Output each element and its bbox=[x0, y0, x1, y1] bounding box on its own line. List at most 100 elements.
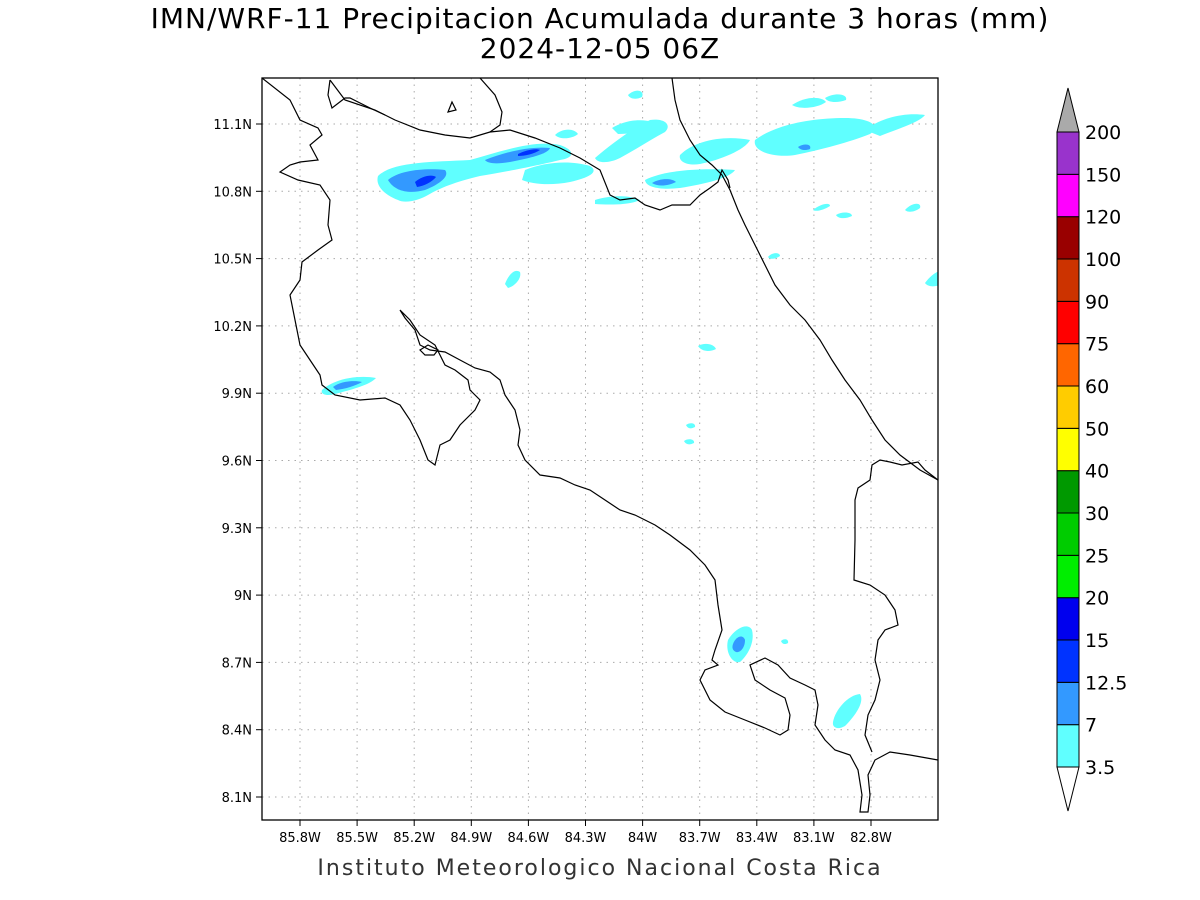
caribbean-coastline bbox=[671, 78, 938, 481]
precip-max-north-east bbox=[518, 149, 540, 156]
precip-area-north-central bbox=[595, 119, 668, 163]
precip-core-nicoya bbox=[333, 381, 362, 390]
graticule-grid bbox=[262, 78, 938, 820]
colorbar-label: 15 bbox=[1085, 630, 1109, 652]
precip-area-inland-3 bbox=[768, 253, 780, 259]
coastline-borders bbox=[262, 78, 938, 813]
precip-area-inland-2 bbox=[698, 343, 716, 351]
lon-tick-label: 85.2W bbox=[393, 831, 435, 846]
chart-subtitle-datetime: 2024-12-05 06Z bbox=[479, 32, 721, 65]
colorbar-label: 60 bbox=[1085, 376, 1109, 398]
colorbar-segment bbox=[1056, 512, 1080, 556]
colorbar-label: 30 bbox=[1085, 503, 1109, 525]
precip-core-northeast bbox=[652, 179, 676, 186]
precip-area-northeast-9 bbox=[905, 203, 921, 212]
plot-frame bbox=[261, 77, 939, 821]
border-nicaragua-costa-rica bbox=[329, 79, 731, 211]
nicaragua-north-shore bbox=[479, 78, 503, 133]
colorbar-under-triangle bbox=[1056, 766, 1080, 812]
colorbar-segment bbox=[1056, 258, 1080, 302]
lon-tick-label: 85.5W bbox=[336, 831, 378, 846]
island-chira bbox=[419, 344, 439, 356]
precip-area-northeast-5 bbox=[825, 94, 847, 103]
precip-area-east-edge bbox=[925, 271, 938, 287]
colorbar-segment bbox=[1056, 724, 1080, 768]
lat-tick-label: 8.7N bbox=[222, 656, 252, 671]
colorbar-segment bbox=[1056, 681, 1080, 726]
colorbar-segment bbox=[1056, 427, 1080, 472]
colorbar-segment bbox=[1056, 173, 1080, 218]
lon-tick-label: 83.4W bbox=[736, 831, 778, 846]
lat-tick-label: 11.1N bbox=[213, 118, 252, 133]
colorbar-segment bbox=[1056, 554, 1080, 599]
island-north bbox=[447, 100, 457, 113]
colorbar-segment bbox=[1056, 385, 1080, 429]
colorbar-label: 150 bbox=[1085, 164, 1121, 186]
colorbar-label: 120 bbox=[1085, 207, 1121, 229]
colorbar-label: 90 bbox=[1085, 291, 1109, 313]
precip-area-north-central2 bbox=[612, 120, 655, 134]
footer-credit: Instituto Meteorologico Nacional Costa R… bbox=[317, 856, 883, 881]
precip-area-northeast-7 bbox=[595, 196, 640, 205]
precip-area-northeast-4 bbox=[792, 97, 826, 108]
precip-area-northeast-3 bbox=[754, 118, 875, 156]
precip-core-osa bbox=[732, 636, 745, 653]
precip-area-top-small bbox=[628, 90, 643, 99]
lon-tick-label: 83.7W bbox=[679, 831, 721, 846]
colorbar-label: 200 bbox=[1085, 122, 1121, 144]
lon-tick-label: 85.8W bbox=[279, 831, 321, 846]
precip-area-inland-4 bbox=[684, 439, 695, 445]
lon-tick-label: 82.8W bbox=[850, 831, 892, 846]
precip-area-northeast-1 bbox=[679, 138, 750, 165]
colorbar-label: 50 bbox=[1085, 418, 1109, 440]
precip-area-northeast-8 bbox=[836, 212, 852, 219]
colorbar-label: 25 bbox=[1085, 545, 1109, 567]
colorbar-segment bbox=[1056, 639, 1080, 683]
colorbar-segment bbox=[1056, 470, 1080, 514]
precipitation-layer bbox=[321, 90, 938, 729]
lat-tick-label: 8.1N bbox=[222, 791, 252, 806]
lat-tick-label: 9.9N bbox=[222, 387, 252, 402]
pacific-coastline bbox=[262, 78, 938, 813]
lon-tick-label: 84.9W bbox=[450, 831, 492, 846]
colorbar: 3.5 7 12.5 15 20 25 30 40 50 60 75 90 100 120 150 200 bbox=[1056, 87, 1127, 812]
lat-tick-label: 10.8N bbox=[213, 185, 252, 200]
nicaragua-lake-shore bbox=[327, 79, 386, 116]
precip-area-southeast bbox=[832, 694, 862, 729]
colorbar-segment bbox=[1056, 131, 1080, 175]
precip-area-north-band-east bbox=[522, 162, 594, 185]
colorbar-label: 20 bbox=[1085, 588, 1109, 610]
lat-tick-label: 9.6N bbox=[222, 455, 252, 470]
lon-tick-label: 84W bbox=[628, 831, 658, 846]
colorbar-segment bbox=[1056, 216, 1080, 260]
precip-core-northeast-2 bbox=[798, 144, 811, 151]
precip-area-inland-5 bbox=[686, 423, 696, 429]
colorbar-over-triangle bbox=[1056, 87, 1080, 133]
colorbar-label: 12.5 bbox=[1085, 672, 1127, 694]
lon-tick-label: 83.1W bbox=[793, 831, 835, 846]
colorbar-label: 3.5 bbox=[1085, 757, 1115, 779]
precip-area-south-small bbox=[781, 639, 789, 645]
lat-tick-label: 10.2N bbox=[213, 320, 252, 335]
lat-tick-label: 9N bbox=[234, 589, 252, 604]
border-costa-rica-panama bbox=[853, 459, 938, 753]
lon-tick-label: 84.6W bbox=[507, 831, 549, 846]
precip-area-northeast-10 bbox=[813, 203, 830, 211]
precip-area-north-small bbox=[555, 129, 578, 139]
longitude-tick-labels: 85.8W 85.5W 85.2W 84.9W 84.6W 84.3W 84W 83.7W 83… bbox=[279, 820, 892, 846]
precip-max-north bbox=[415, 175, 436, 187]
colorbar-segment bbox=[1056, 343, 1080, 387]
colorbar-label: 7 bbox=[1085, 715, 1097, 737]
precip-area-northeast-6 bbox=[865, 114, 925, 136]
lat-tick-label: 10.5N bbox=[213, 253, 252, 268]
colorbar-label: 40 bbox=[1085, 461, 1109, 483]
colorbar-segment bbox=[1056, 300, 1080, 345]
colorbar-segment bbox=[1056, 597, 1080, 641]
lat-tick-label: 9.3N bbox=[222, 522, 252, 537]
colorbar-label: 75 bbox=[1085, 334, 1109, 356]
colorbar-label: 100 bbox=[1085, 249, 1121, 271]
chart-title: IMN/WRF-11 Precipitacion Acumulada duran… bbox=[150, 2, 1050, 35]
lat-tick-label: 8.4N bbox=[222, 724, 252, 739]
latitude-tick-labels: 11.1N 10.8N 10.5N 10.2N 9.9N 9.6N 9.3N 9N 8.7N 8.… bbox=[213, 118, 262, 806]
